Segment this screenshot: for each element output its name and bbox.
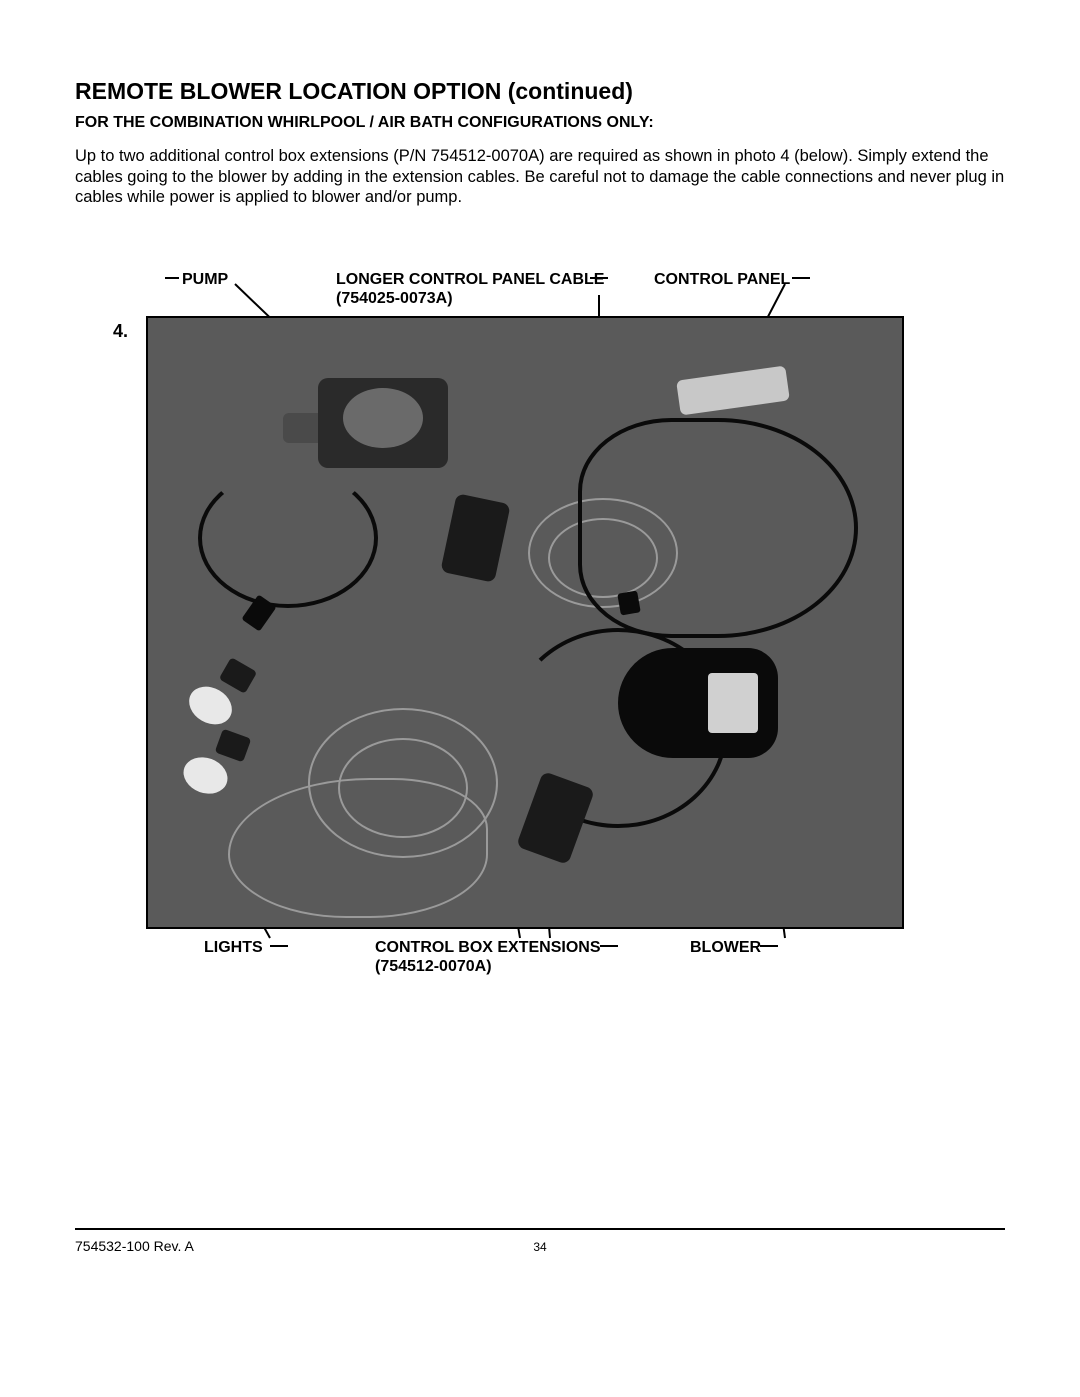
light-fixture-1-stub <box>219 657 257 694</box>
light-fixture-2-stub <box>215 729 252 763</box>
body-paragraph: Up to two additional control box extensi… <box>75 146 1005 208</box>
callout-ext-line2: (754512-0070A) <box>375 958 492 975</box>
section-heading: REMOTE BLOWER LOCATION OPTION (continued… <box>75 78 633 105</box>
blower-label-plate <box>708 673 758 733</box>
light-fixture-2 <box>178 751 232 799</box>
figure-number: 4. <box>113 321 128 342</box>
section-subheading: FOR THE COMBINATION WHIRLPOOL / AIR BATH… <box>75 114 654 132</box>
pump-pipe <box>283 413 323 443</box>
control-panel-plate <box>676 366 790 416</box>
plug-2 <box>617 590 641 615</box>
callout-cable: LONGER CONTROL PANEL CABLE (754025-0073A… <box>336 270 604 308</box>
footer-page-number: 34 <box>0 1240 1080 1254</box>
footer-rule <box>75 1228 1005 1230</box>
extension-box-1 <box>440 493 510 583</box>
callout-cable-line1: LONGER CONTROL PANEL CABLE <box>336 271 604 288</box>
pump-front <box>343 388 423 448</box>
photo-frame <box>146 316 904 929</box>
page: REMOTE BLOWER LOCATION OPTION (continued… <box>0 0 1080 1397</box>
lights-wire <box>228 778 488 918</box>
cable-pump <box>198 468 378 608</box>
light-fixture-1 <box>182 679 238 732</box>
